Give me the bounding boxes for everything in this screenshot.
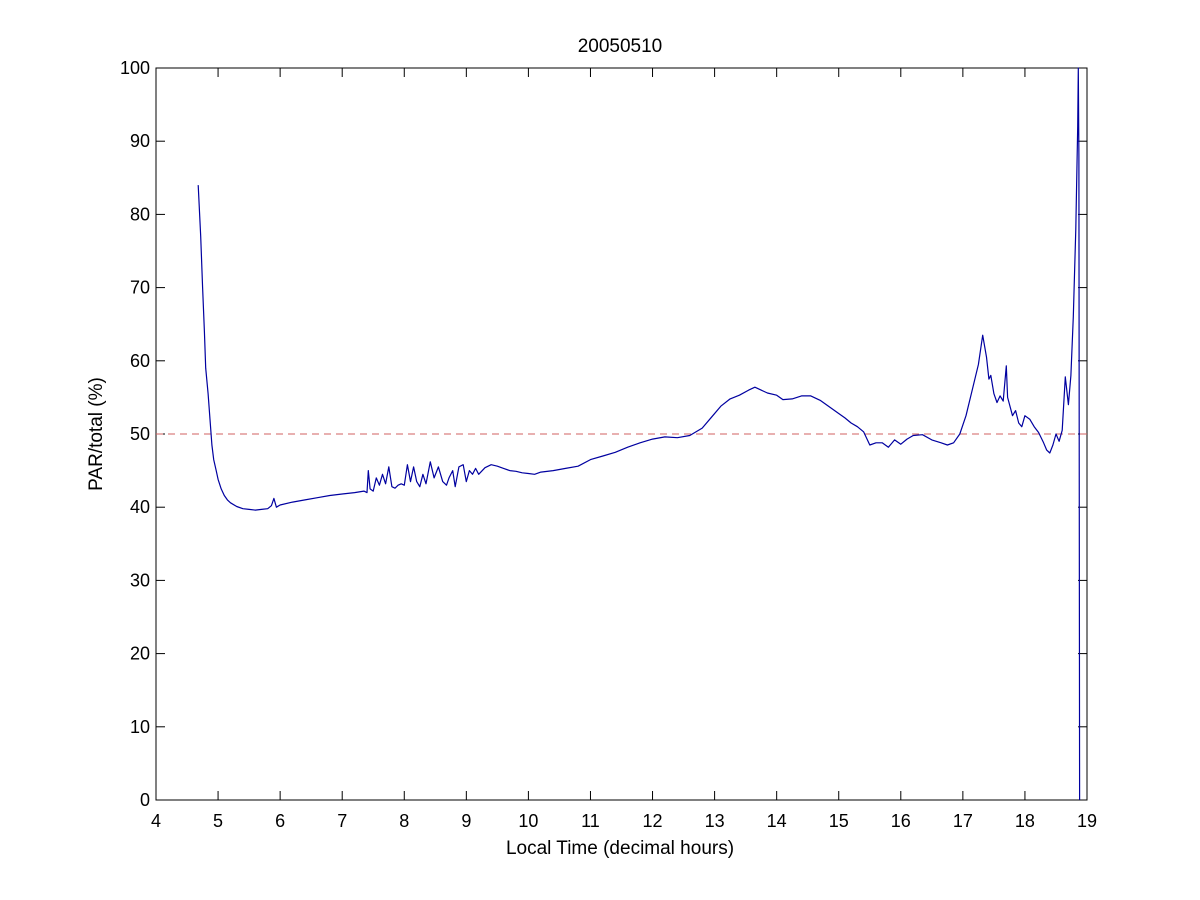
x-tick-label: 19 (1077, 811, 1097, 831)
tick-labels: 4 5 6 7 8 9 10 11 12 13 14 15 16 17 18 19 0 10 20 30 40 50 60 7… (120, 58, 1097, 831)
x-tick-label: 4 (151, 811, 161, 831)
series-layer (197, 67, 1081, 801)
x-axis-label: Local Time (decimal hours) (506, 838, 734, 859)
y-axis-label: PAR/total (%) (86, 377, 107, 491)
y-tick-label: 10 (130, 717, 150, 737)
x-tick-label: 15 (829, 811, 849, 831)
x-tick-label: 18 (1015, 811, 1035, 831)
chart-title: 20050510 (578, 36, 663, 57)
x-tick-label: 11 (581, 811, 600, 831)
x-tick-label: 9 (461, 811, 471, 831)
x-tick-label: 6 (275, 811, 285, 831)
y-tick-label: 100 (120, 58, 150, 78)
y-tick-label: 70 (130, 278, 150, 298)
x-tick-label: 17 (953, 811, 973, 831)
x-tick-label: 8 (399, 811, 409, 831)
series-line (197, 67, 1081, 801)
x-tick-label: 5 (213, 811, 223, 831)
x-tick-label: 16 (891, 811, 911, 831)
y-tick-label: 80 (130, 204, 150, 224)
y-tick-label: 40 (130, 497, 150, 517)
x-tick-label: 14 (767, 811, 787, 831)
x-tick-label: 10 (518, 811, 538, 831)
y-tick-label: 50 (130, 424, 150, 444)
plot-frame (155, 67, 1088, 801)
y-tick-label: 30 (130, 570, 150, 590)
y-tick-label: 90 (130, 131, 150, 151)
y-tick-label: 0 (140, 790, 150, 810)
x-tick-label: 12 (643, 811, 663, 831)
x-tick-label: 13 (705, 811, 725, 831)
x-tick-label: 7 (337, 811, 347, 831)
y-tick-label: 20 (130, 644, 150, 664)
y-tick-label: 60 (130, 351, 150, 371)
